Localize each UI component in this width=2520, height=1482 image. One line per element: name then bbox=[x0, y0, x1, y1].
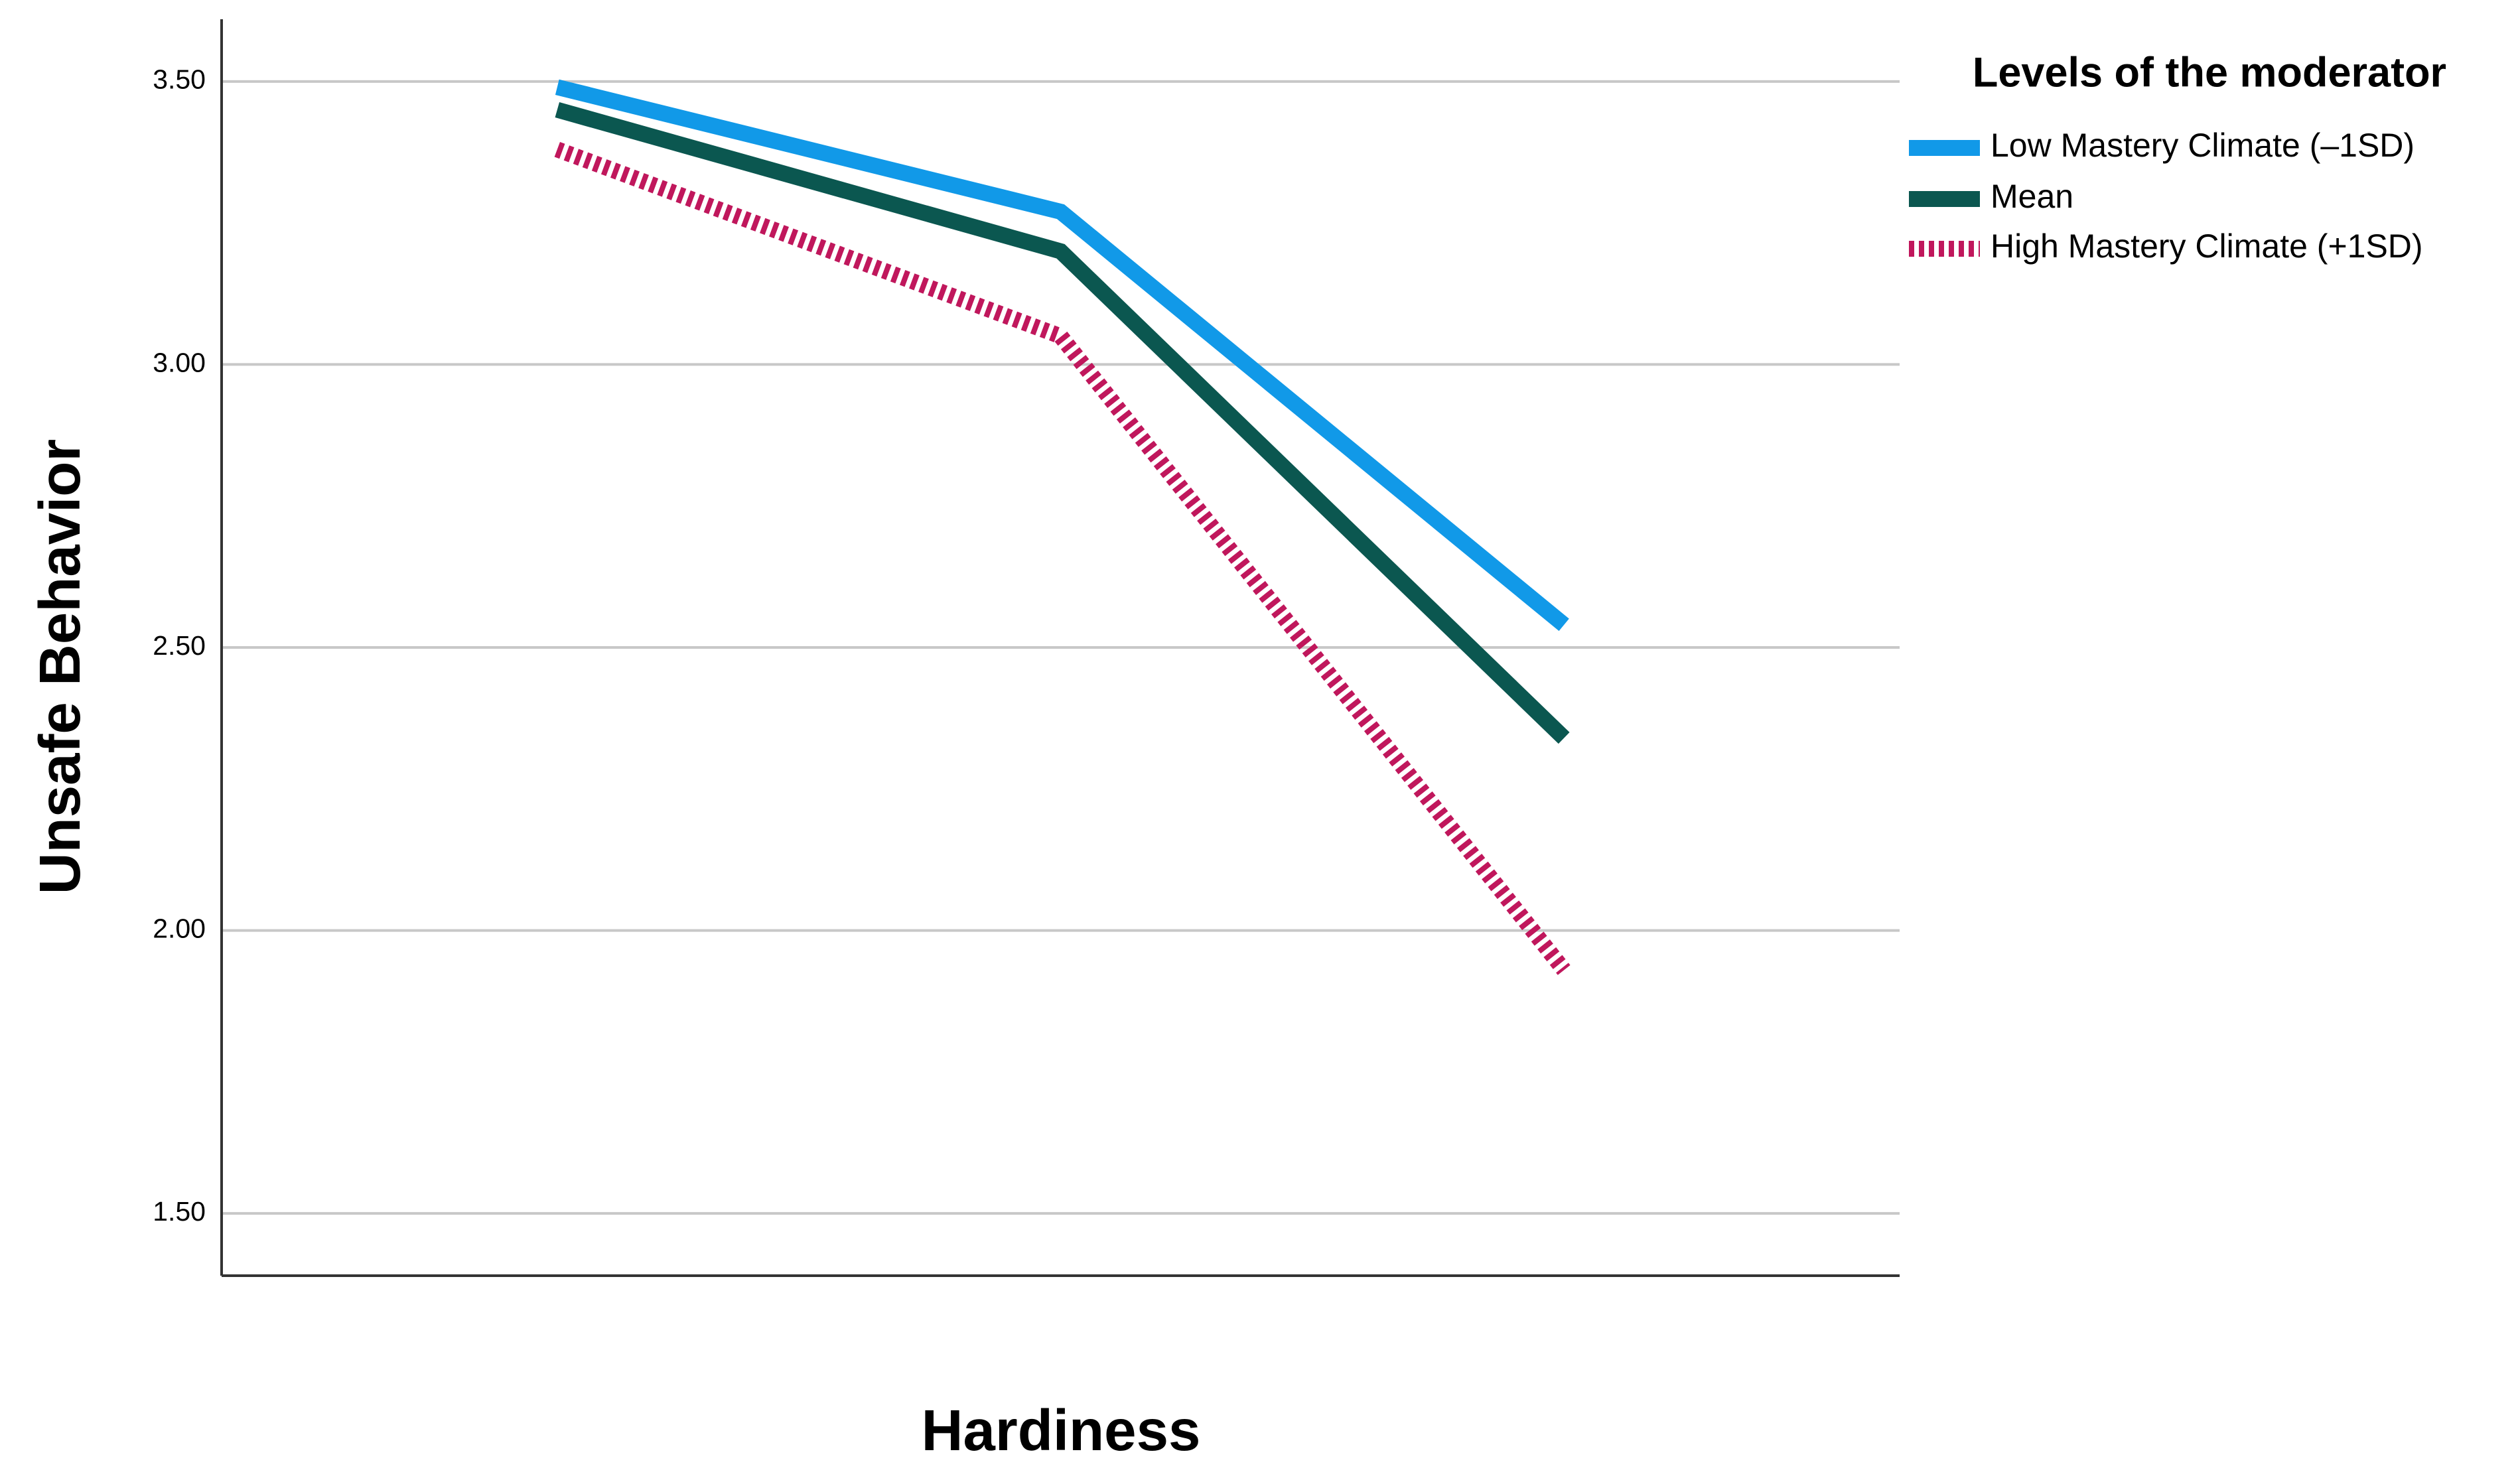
x-axis-title: Hardiness bbox=[922, 1398, 1201, 1463]
legend-label: Low Mastery Climate (–1SD) bbox=[1991, 127, 2415, 164]
y-tick-label: 3.00 bbox=[153, 347, 206, 377]
y-tick-label: 3.50 bbox=[153, 64, 206, 95]
legend-label: High Mastery Climate (+1SD) bbox=[1991, 228, 2423, 265]
legend-label: Mean bbox=[1991, 178, 2073, 215]
legend-title: Levels of the moderator bbox=[1973, 50, 2446, 96]
series-line bbox=[555, 101, 1570, 744]
y-tick-label: 2.00 bbox=[153, 913, 206, 943]
y-tick-label: 1.50 bbox=[153, 1196, 206, 1227]
y-tick-label: 2.50 bbox=[153, 630, 206, 661]
series-line bbox=[554, 141, 1571, 975]
y-axis-title: Unsafe Behavior bbox=[28, 439, 92, 895]
series-line bbox=[555, 79, 1569, 632]
